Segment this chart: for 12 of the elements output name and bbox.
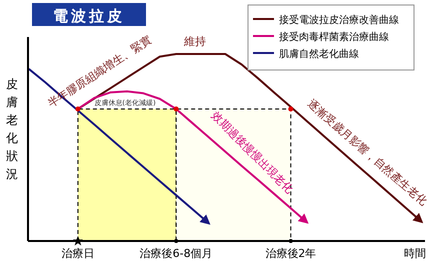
x-tick-label: 治療後2年: [265, 247, 316, 260]
y-axis-title: 皮膚老化狀況: [6, 77, 18, 181]
annotation: 效期過後慢慢出現老化: [208, 109, 296, 196]
x-tick-label: 治療後6-8個月: [140, 247, 213, 260]
legend-label: 肌膚自然老化曲線: [279, 48, 359, 60]
legend-label: 接受電波拉皮治療改善曲線: [279, 14, 399, 26]
x-axis-title: 時間: [404, 247, 426, 260]
legend-label: 接受肉毒桿菌素治療曲線: [279, 31, 389, 43]
annotation: 逐漸受歲月影響，自然產生老化: [304, 97, 430, 208]
chart-title: 電波拉皮: [53, 7, 125, 25]
text: 維持: [183, 35, 206, 48]
x-tick-label: 治療日: [61, 247, 94, 260]
